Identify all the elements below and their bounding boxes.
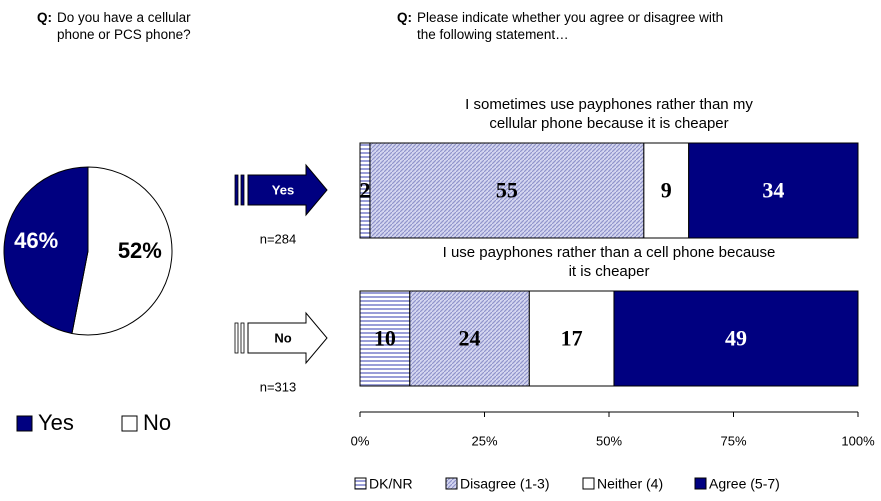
data-label: 24 xyxy=(459,326,481,351)
bar-segment xyxy=(688,142,859,239)
legend-swatch xyxy=(121,415,138,432)
group-n: n=313 xyxy=(260,379,297,394)
legend-label: Yes xyxy=(38,410,74,435)
legend-label: Agree (5-7) xyxy=(709,476,780,492)
arrow-stripe xyxy=(234,174,239,206)
bar-segment xyxy=(369,142,645,239)
data-label: 9 xyxy=(661,178,672,203)
bar-segment xyxy=(528,290,615,387)
data-label: 55 xyxy=(496,178,518,203)
group-arrow xyxy=(234,311,328,365)
x-tick-label: 0% xyxy=(351,433,370,448)
group-n: n=284 xyxy=(260,231,297,246)
x-tick-label: 25% xyxy=(471,433,497,448)
pie-label: 52% xyxy=(118,238,162,263)
arrow-stripe xyxy=(234,322,239,354)
data-label: 2 xyxy=(359,178,370,203)
x-tick-label: 75% xyxy=(720,433,746,448)
data-label: 34 xyxy=(762,178,784,203)
category-label: I sometimes use payphones rather than my xyxy=(465,96,753,113)
legend-label: Disagree (1-3) xyxy=(460,476,549,492)
legend-label: No xyxy=(143,410,171,435)
question-line: Do you have a cellular xyxy=(57,10,191,25)
pie-slice xyxy=(3,166,89,335)
group-label: Yes xyxy=(272,182,294,197)
legend-swatch xyxy=(445,477,458,490)
arrow-body xyxy=(247,163,328,217)
data-label: 49 xyxy=(725,326,747,351)
legend-label: DK/NR xyxy=(369,476,413,492)
question-text: Please indicate whether you agree or dis… xyxy=(417,9,723,43)
bar-segment xyxy=(643,142,690,239)
bar-segment xyxy=(359,290,411,387)
bar-segment xyxy=(613,290,859,387)
arrow-stripe xyxy=(240,322,245,354)
question-prefix: Q: xyxy=(37,10,52,25)
group-arrow xyxy=(234,163,328,217)
question-line: the following statement… xyxy=(417,27,569,42)
category-label: cellular phone because it is cheaper xyxy=(489,115,728,132)
pie-slice xyxy=(71,166,173,336)
question-line: phone or PCS phone? xyxy=(57,27,191,42)
legend-swatch xyxy=(582,477,595,490)
legend-label: Neither (4) xyxy=(597,476,663,492)
bar-question: Q: Please indicate whether you agree or … xyxy=(397,9,723,43)
x-tick-label: 50% xyxy=(596,433,622,448)
category-label: it is cheaper xyxy=(569,263,650,280)
group-label: No xyxy=(274,330,291,345)
arrow-body xyxy=(247,311,328,365)
question-prefix: Q: xyxy=(397,10,412,25)
data-label: 10 xyxy=(374,326,396,351)
pie-label: 46% xyxy=(14,228,58,253)
pie-question: Q: Do you have a cellular phone or PCS p… xyxy=(37,9,191,43)
x-tick-label: 100% xyxy=(841,433,875,448)
category-label: I use payphones rather than a cell phone… xyxy=(443,244,776,261)
legend-swatch xyxy=(16,415,33,432)
bar-segment xyxy=(409,290,530,387)
arrow-stripe xyxy=(240,174,245,206)
legend-swatch xyxy=(694,477,707,490)
question-text: Do you have a cellular phone or PCS phon… xyxy=(57,9,191,43)
question-line: Please indicate whether you agree or dis… xyxy=(417,10,724,25)
data-label: 17 xyxy=(561,326,583,351)
legend-swatch xyxy=(354,477,367,490)
